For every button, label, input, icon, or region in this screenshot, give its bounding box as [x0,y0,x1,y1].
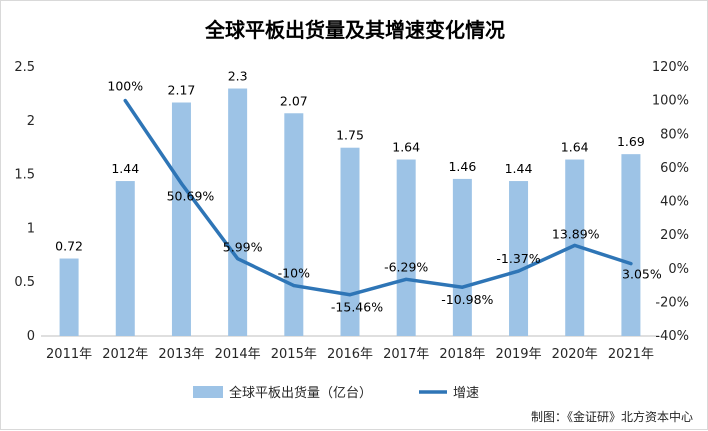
y-left-tick: 1.5 [14,168,35,183]
line-point [292,284,296,288]
bar [621,154,641,336]
bar [565,159,585,336]
line-label: 13.89% [552,226,600,241]
line-point [460,285,464,289]
x-tick: 2012年 [102,347,148,362]
y-left-tick: 0.5 [14,275,35,290]
x-tick: 2019年 [495,347,541,362]
bar [452,178,472,336]
y-right-tick: -40% [655,329,689,344]
bar-label: 1.64 [392,140,420,155]
legend-line-label: 增速 [453,386,479,401]
bar-label: 1.64 [561,140,589,155]
bar-label: 0.72 [55,239,83,254]
bar [115,181,135,336]
line-point [123,99,127,103]
axes: 0 0.5 1 1.5 2 2.5 -40% -20% 0% 20% 40% 60% 80% 100% 12… [14,60,689,362]
line-point [404,277,408,281]
y-right-tick: 20% [660,228,689,243]
bar [284,113,304,336]
line-point [348,293,352,297]
line-point [236,257,240,261]
line-label: -1.37% [496,251,540,266]
chart-title: 全球平板出货量及其增速变化情况 [204,18,505,42]
bar-label: 1.44 [505,161,533,176]
legend-bar-label: 全球平板出货量（亿台） [229,385,372,401]
line-label: -10% [278,266,310,281]
line-label: 5.99% [223,240,263,255]
line-series [123,98,633,297]
bar-label: 2.07 [280,93,308,108]
bar [171,102,191,337]
y-left-tick: 0 [27,329,35,344]
x-tick: 2013年 [158,347,204,362]
y-right-tick: 60% [660,161,689,176]
line-label: 3.05% [622,267,662,282]
y-right-tick: 40% [660,195,689,210]
line-label: -15.46% [331,300,383,315]
line-label: 50.69% [167,189,215,204]
line-label: -10.98% [441,292,493,307]
y-right-tick: 0% [668,262,689,277]
x-tick: 2021年 [608,347,654,362]
bar-label: 1.44 [111,161,139,176]
x-tick: 2014年 [215,347,261,362]
x-tick: 2016年 [327,347,373,362]
data-labels: 0.72 1.44 2.17 2.3 2.07 1.75 1.64 1.46 1.44 1.64 1… [55,69,662,315]
x-tick: 2018年 [439,347,485,362]
bar-label: 2.17 [168,83,196,98]
line-point [573,243,577,247]
bar [59,258,79,336]
y-right-tick: 100% [652,94,689,109]
bar [340,147,360,336]
bar [228,88,248,337]
x-tick: 2020年 [552,347,598,362]
legend-bar-swatch [193,386,223,398]
line-point [179,182,183,186]
legend: 全球平板出货量（亿台） 增速 [193,385,479,401]
bar [396,159,416,336]
y-right-tick: -20% [655,295,689,310]
y-right-tick: 80% [660,127,689,142]
y-right-tick: 120% [652,60,689,75]
x-tick: 2015年 [271,347,317,362]
bar-series [59,88,641,337]
x-tick: 2017年 [383,347,429,362]
y-left-tick: 1 [27,221,35,236]
x-tick: 2011年 [46,347,92,362]
bar [509,181,529,336]
bar-label: 1.69 [617,134,645,149]
bar-label: 2.3 [228,69,248,84]
line-point [517,269,521,273]
bar-label: 1.75 [336,128,364,143]
y-left-tick: 2.5 [14,60,35,75]
growth-line [123,98,633,297]
line-point [629,262,633,266]
bar-label: 1.46 [448,159,476,174]
source-note: 制图：《金证研》北方资本中心 [531,409,693,424]
y-left-tick: 2 [27,114,35,129]
line-label: 100% [107,79,143,94]
line-label: -6.29% [384,259,428,274]
